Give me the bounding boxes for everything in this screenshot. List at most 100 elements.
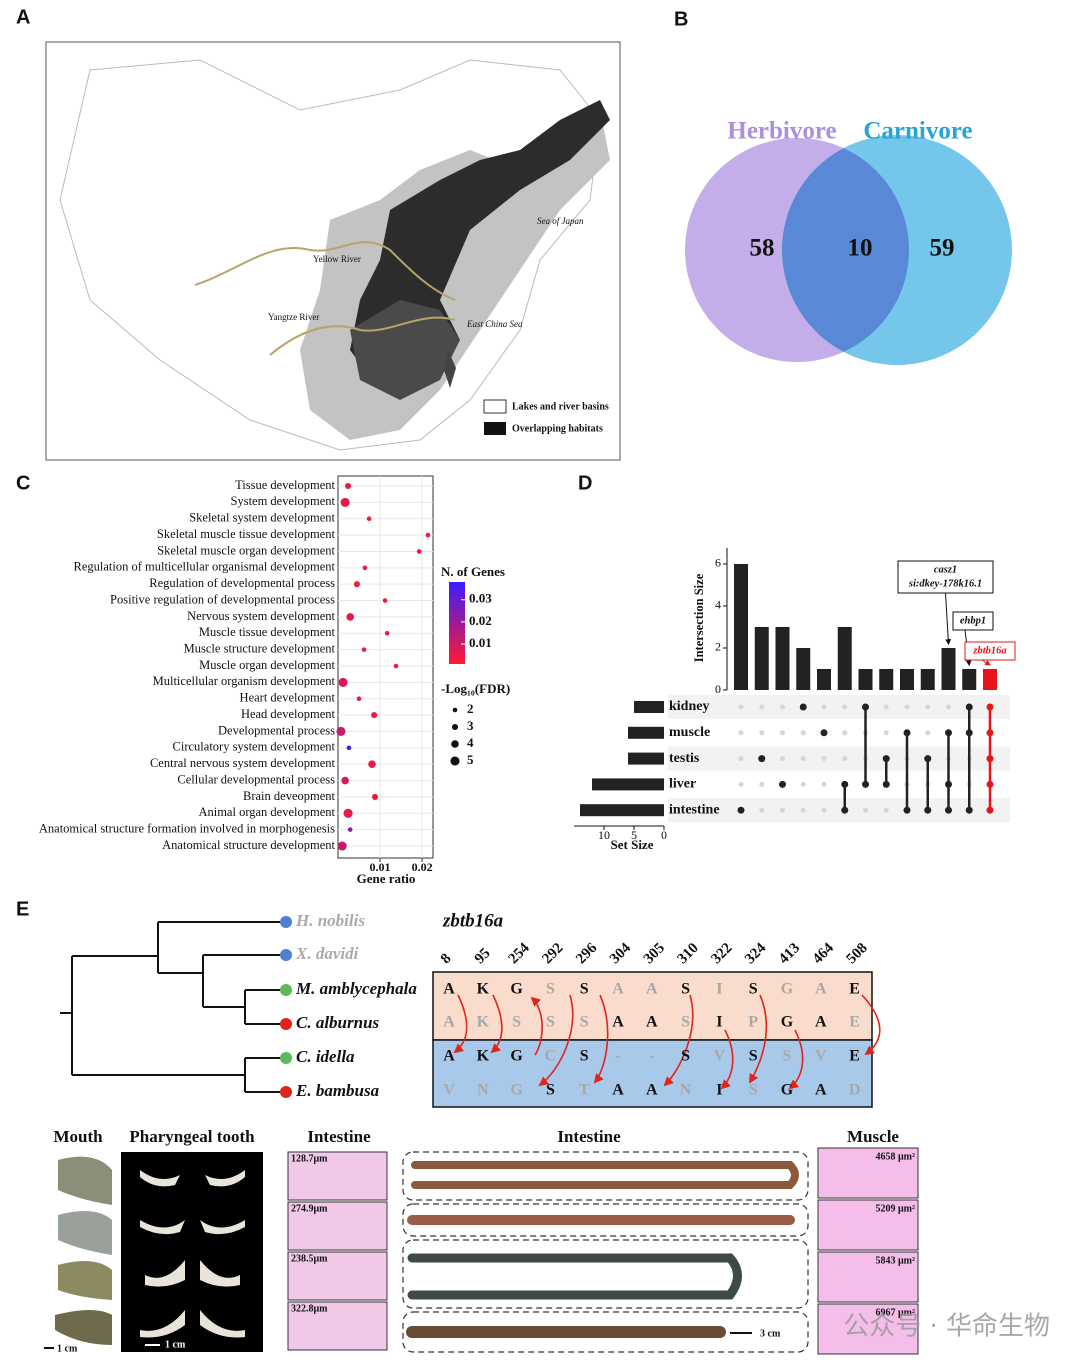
annotation-arrow (945, 592, 952, 646)
matrix-dot-empty (925, 730, 931, 736)
residue: E (849, 1048, 860, 1065)
measurement: 322.8μm (291, 1303, 328, 1314)
dot (336, 726, 346, 737)
residue: G (510, 1082, 523, 1099)
bar (775, 626, 790, 690)
measurement: 128.7μm (291, 1153, 328, 1164)
size-key (450, 756, 460, 766)
bar (734, 563, 748, 690)
matrix-dot-empty (863, 807, 868, 813)
residue-position: 310 (675, 940, 702, 967)
residue: I (716, 1082, 722, 1099)
y-tick-label: Nervous system development (187, 609, 335, 623)
dot (361, 647, 367, 652)
set-label: liver (669, 777, 696, 792)
matrix-stripe (668, 695, 1010, 719)
dot (338, 677, 348, 687)
bar (900, 668, 914, 690)
measurement: 5209 μm² (876, 1203, 916, 1214)
residue-position: 464 (810, 940, 838, 968)
matrix-dot-empty (904, 704, 910, 710)
x-tick-label: 0.01 (370, 860, 391, 874)
residue: V (714, 1048, 726, 1065)
bar (941, 647, 956, 690)
matrix-dot-empty (800, 781, 806, 787)
dot (393, 663, 399, 669)
residue: I (716, 981, 722, 998)
residue: V (815, 1048, 827, 1065)
y-tick-label: Cellular developmental process (177, 772, 335, 786)
map (45, 41, 621, 461)
legend-tick-label: 4 (467, 735, 474, 750)
annotation: si:dkey-178k16.1 (908, 578, 982, 589)
size-key (452, 707, 458, 713)
matrix-dot-empty (800, 756, 806, 762)
species-dot (280, 1018, 292, 1030)
y-tick-label: Multicellular organism development (153, 674, 336, 688)
matrix-dot-empty (883, 704, 889, 710)
residue: G (781, 1082, 794, 1099)
matrix-dot-empty (738, 730, 744, 736)
dot (366, 516, 372, 522)
panel-label: B (674, 8, 688, 30)
residue: G (510, 981, 523, 998)
y-tick-label: 0 (715, 682, 721, 696)
residue: - (615, 1048, 620, 1065)
residue: S (580, 981, 589, 998)
species-name: X. davidi (295, 944, 359, 963)
residue: A (815, 1014, 827, 1031)
residue-position: 304 (607, 940, 635, 968)
residue: I (716, 1014, 722, 1031)
map-label: Yangtze River (268, 312, 319, 322)
residue: T (579, 1082, 590, 1099)
map-legend: Overlapping habitats (512, 423, 603, 434)
matrix-dot (799, 703, 807, 711)
y-tick-label: Positive regulation of developmental pro… (110, 592, 335, 606)
y-tick-label: Muscle organ development (199, 658, 335, 672)
matrix-dot (737, 806, 745, 814)
residue: A (443, 1048, 455, 1065)
matrix-dot-empty (800, 807, 806, 813)
matrix-stripe (668, 746, 1010, 771)
species-dot (280, 1052, 292, 1064)
species-name: H. nobilis (295, 911, 365, 930)
matrix-dot-empty (759, 704, 765, 710)
residue: N (680, 1082, 692, 1099)
matrix-dot-empty (759, 730, 765, 736)
matrix-dot (862, 780, 869, 788)
matrix-dot-empty (842, 730, 848, 736)
watermark: 公众号 · 华命生物 (843, 1312, 1050, 1342)
residue: E (849, 981, 860, 998)
panel-label: C (16, 472, 30, 494)
matrix-dot (862, 703, 869, 711)
dot (368, 760, 376, 768)
dot (382, 598, 388, 603)
map-label: Sea of Japan (537, 216, 584, 226)
size-key (451, 740, 459, 748)
panel-header: Mouth (53, 1127, 103, 1146)
residue: S (681, 1014, 690, 1031)
species-dot (280, 949, 292, 961)
dot (384, 630, 390, 636)
panel-header: Intestine (307, 1127, 371, 1146)
residue: S (783, 1048, 792, 1065)
residue-position: 324 (742, 940, 770, 968)
matrix-dot (820, 729, 828, 737)
legend-tick-label: 0.03 (469, 591, 492, 606)
matrix-dot (924, 755, 932, 763)
matrix-dot-empty (759, 781, 765, 787)
y-tick-label: Muscle structure development (184, 642, 336, 656)
species-name: E. bambusa (295, 1081, 380, 1100)
matrix-dot (986, 780, 994, 788)
annotation-box (952, 611, 994, 631)
residue: S (546, 1014, 555, 1031)
residue: S (681, 981, 690, 998)
matrix-dot (882, 755, 890, 763)
residue: - (649, 1048, 654, 1065)
residue-position: 508 (844, 940, 871, 967)
measurement: 6967 μm² (876, 1307, 916, 1318)
measurement: 4658 μm² (876, 1151, 916, 1162)
alignment-box (432, 1039, 873, 1108)
legend-tick-label: 5 (467, 752, 474, 767)
y-axis-label: Intersection Size (692, 573, 706, 662)
